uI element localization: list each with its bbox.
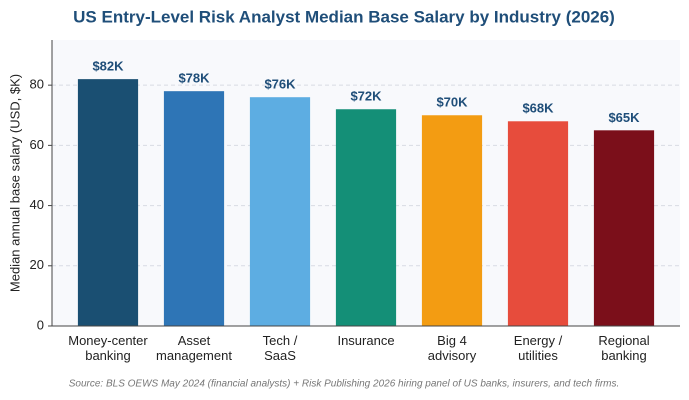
y-tick-label: 0	[37, 317, 44, 332]
value-label: $68K	[522, 101, 554, 116]
y-tick-label: 80	[30, 77, 44, 92]
bar	[507, 121, 569, 326]
bar	[249, 97, 311, 326]
y-tick-label: 40	[30, 197, 44, 212]
source-note: Source: BLS OEWS May 2024 (financial ana…	[69, 379, 620, 390]
value-label: $82K	[92, 59, 124, 74]
bar	[77, 79, 139, 326]
bar	[421, 115, 483, 327]
y-tick-label: 60	[30, 137, 44, 152]
chart-title: US Entry-Level Risk Analyst Median Base …	[73, 7, 615, 26]
bar	[163, 91, 225, 326]
bar	[593, 130, 655, 326]
x-tick-label: Tech / SaaS	[262, 333, 298, 363]
x-tick-label: Big 4 advisory	[427, 333, 477, 363]
value-label: $78K	[178, 71, 210, 86]
x-tick-label: Money-center banking	[68, 333, 148, 363]
value-label: $65K	[608, 110, 640, 125]
x-tick-label: Insurance	[337, 333, 395, 348]
y-tick-label: 20	[30, 257, 44, 272]
value-label: $72K	[350, 89, 382, 104]
value-label: $70K	[436, 95, 468, 110]
y-axis-label: Median annual base salary (USD, $K)	[7, 74, 22, 292]
value-label: $76K	[264, 77, 296, 92]
bar	[335, 109, 397, 327]
x-tick-label: Energy / utilities	[513, 333, 563, 363]
x-tick-label: Asset management	[156, 333, 232, 363]
x-tick-label: Regional banking	[598, 333, 650, 363]
